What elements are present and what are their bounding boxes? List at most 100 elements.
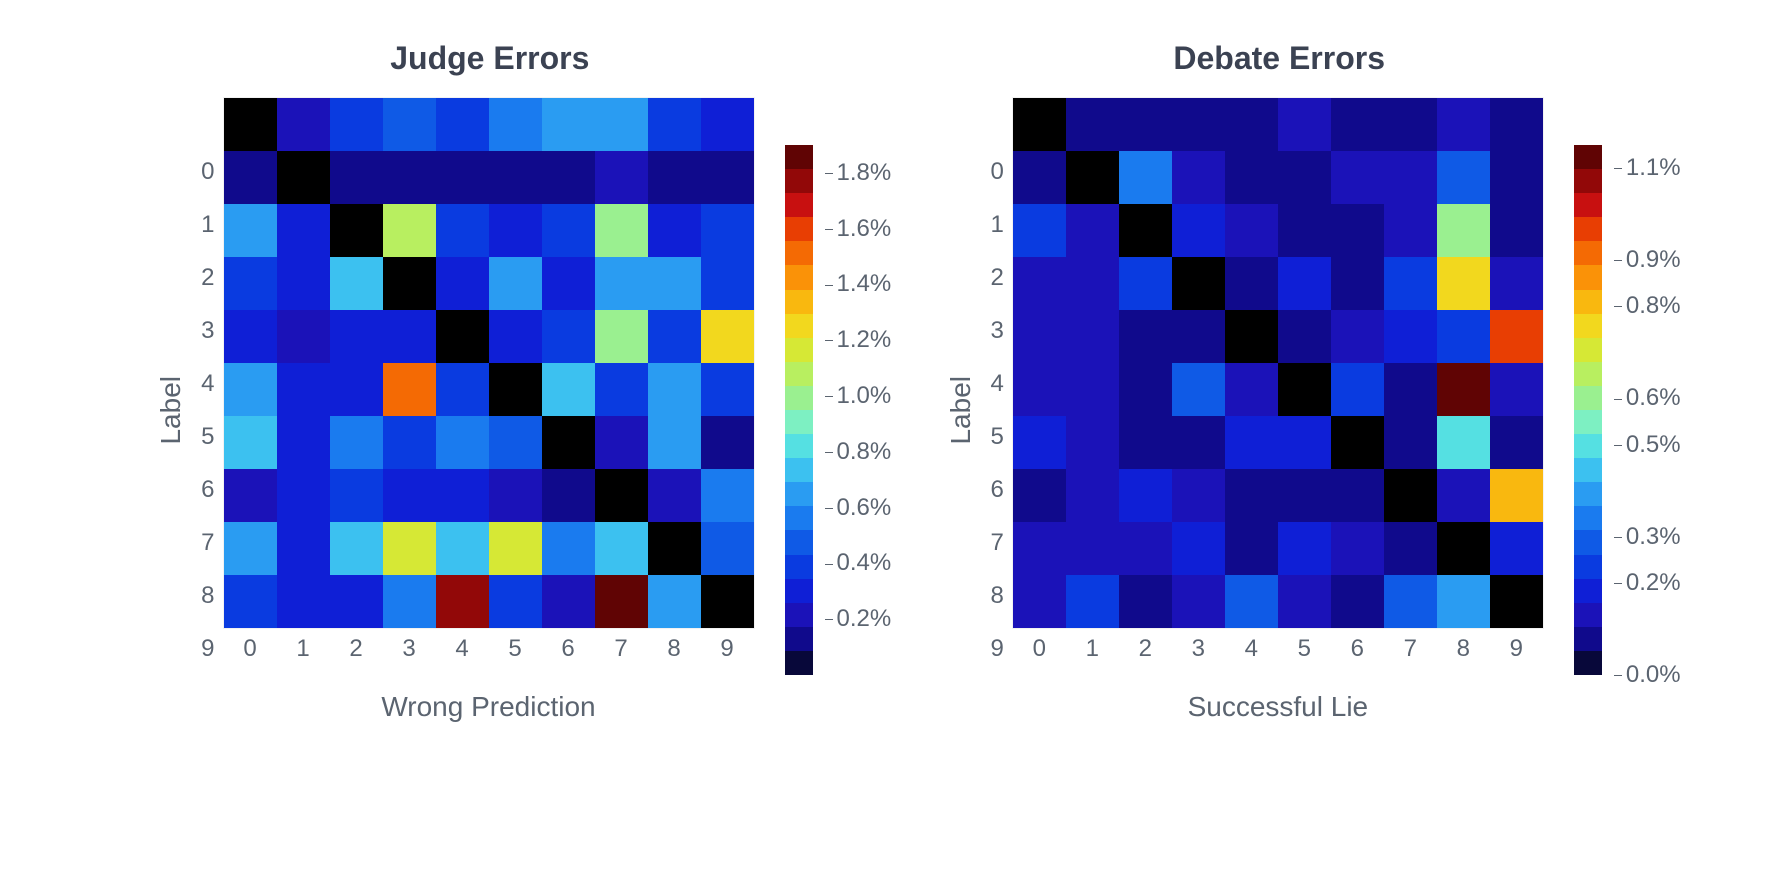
x-tick: 2 [1119, 635, 1172, 663]
heatmap-cell [1490, 98, 1543, 151]
heatmap-cell [1119, 98, 1172, 151]
heatmap-cell [1278, 522, 1331, 575]
y-tick: 6 [991, 463, 1004, 516]
heatmap-cell [1437, 310, 1490, 363]
heatmap-cell [277, 469, 330, 522]
heatmap-cell [436, 522, 489, 575]
heatmap-cell [595, 204, 648, 257]
heatmap-cell [1066, 310, 1119, 363]
heatmap-cell [701, 257, 754, 310]
heatmap-cell [1119, 522, 1172, 575]
y-tick: 1 [201, 198, 214, 251]
heatmap-cell [277, 310, 330, 363]
colorbar-tick: 0.8% [1614, 292, 1681, 320]
heatmap-cell [1278, 575, 1331, 628]
heatmap-cell [1437, 416, 1490, 469]
x-axis-label: Wrong Prediction [381, 691, 595, 723]
heatmap-cell [277, 575, 330, 628]
colorbar-tick: 1.4% [825, 270, 892, 298]
heatmap-cell [1384, 522, 1437, 575]
heatmap-grid [223, 97, 755, 629]
y-axis-label: Label [155, 376, 187, 445]
heatmap-cell [383, 257, 436, 310]
heatmap-cell [1490, 416, 1543, 469]
heatmap-cell [1013, 363, 1066, 416]
heatmap-cell [542, 469, 595, 522]
heatmap-cell [383, 575, 436, 628]
heatmap-cell [383, 522, 436, 575]
heatmap-cell [489, 522, 542, 575]
x-ticks: 0123456789 [224, 635, 754, 663]
colorbar-tick: 0.3% [1614, 523, 1681, 551]
heatmap-cell [1437, 522, 1490, 575]
heatmap-cell [489, 151, 542, 204]
x-tick: 7 [1384, 635, 1437, 663]
heatmap-cell [277, 363, 330, 416]
heatmap-cell [1066, 151, 1119, 204]
colorbar: 0.2%0.4%0.6%0.8%1.0%1.2%1.4%1.6%1.8% [785, 145, 825, 675]
colorbar-tick: 0.8% [825, 438, 892, 466]
heatmap-cell [436, 416, 489, 469]
heatmap-cell [1331, 469, 1384, 522]
heatmap-cell [1278, 204, 1331, 257]
heatmap-cell [383, 310, 436, 363]
x-tick: 4 [1225, 635, 1278, 663]
x-tick: 7 [595, 635, 648, 663]
heatmap-cell [1331, 363, 1384, 416]
heatmap-cell [1384, 310, 1437, 363]
heatmap-cell [436, 98, 489, 151]
y-tick: 5 [201, 410, 214, 463]
heatmap-cell [1437, 575, 1490, 628]
panel-title: Judge Errors [390, 40, 589, 77]
heatmap-cell [1013, 575, 1066, 628]
heatmap-cell [436, 363, 489, 416]
heatmap-cell [330, 98, 383, 151]
heatmap-cell [1278, 363, 1331, 416]
heatmap-cell [1119, 469, 1172, 522]
heatmap-cell [436, 151, 489, 204]
heatmap-cell [1331, 575, 1384, 628]
heatmap-cell [1225, 98, 1278, 151]
heatmap-cell [1066, 416, 1119, 469]
heatmap-cell [1384, 469, 1437, 522]
x-tick: 8 [1437, 635, 1490, 663]
heatmap-cell [277, 257, 330, 310]
heatmap-cell [1119, 416, 1172, 469]
heatmap-cell [489, 257, 542, 310]
heatmap-cell [1172, 416, 1225, 469]
heatmap-cell [1066, 204, 1119, 257]
colorbar: 0.0%0.2%0.3%0.5%0.6%0.8%0.9%1.1% [1574, 145, 1614, 675]
x-tick: 8 [648, 635, 701, 663]
heatmap-cell [1278, 257, 1331, 310]
heatmap-cell [1066, 522, 1119, 575]
x-tick: 3 [383, 635, 436, 663]
colorbar-tick: 0.6% [1614, 384, 1681, 412]
heatmap-cell [1172, 257, 1225, 310]
heatmap-cell [489, 363, 542, 416]
heatmap-cell [701, 310, 754, 363]
heatmap-cell [595, 575, 648, 628]
colorbar-tick: 1.8% [825, 159, 892, 187]
heatmap-cell [648, 363, 701, 416]
heatmap-cell [224, 469, 277, 522]
x-tick: 0 [224, 635, 277, 663]
heatmap-cell [1119, 575, 1172, 628]
heatmap-cell [330, 257, 383, 310]
heatmap-cell [648, 416, 701, 469]
heatmap-cell [1172, 98, 1225, 151]
heatmap-cell [277, 416, 330, 469]
heatmap-cell [1384, 204, 1437, 257]
heatmap-cell [1013, 522, 1066, 575]
heatmap-cell [1066, 575, 1119, 628]
heatmap-cell [648, 522, 701, 575]
heatmap-cell [224, 363, 277, 416]
heatmap-cell [1225, 416, 1278, 469]
heatmap-cell [330, 416, 383, 469]
heatmap-cell [1013, 151, 1066, 204]
heatmap-cell [383, 416, 436, 469]
x-tick: 5 [1278, 635, 1331, 663]
heatmap-cell [1384, 151, 1437, 204]
heatmap-cell [436, 469, 489, 522]
heatmap-cell [595, 469, 648, 522]
heatmap-cell [1013, 310, 1066, 363]
